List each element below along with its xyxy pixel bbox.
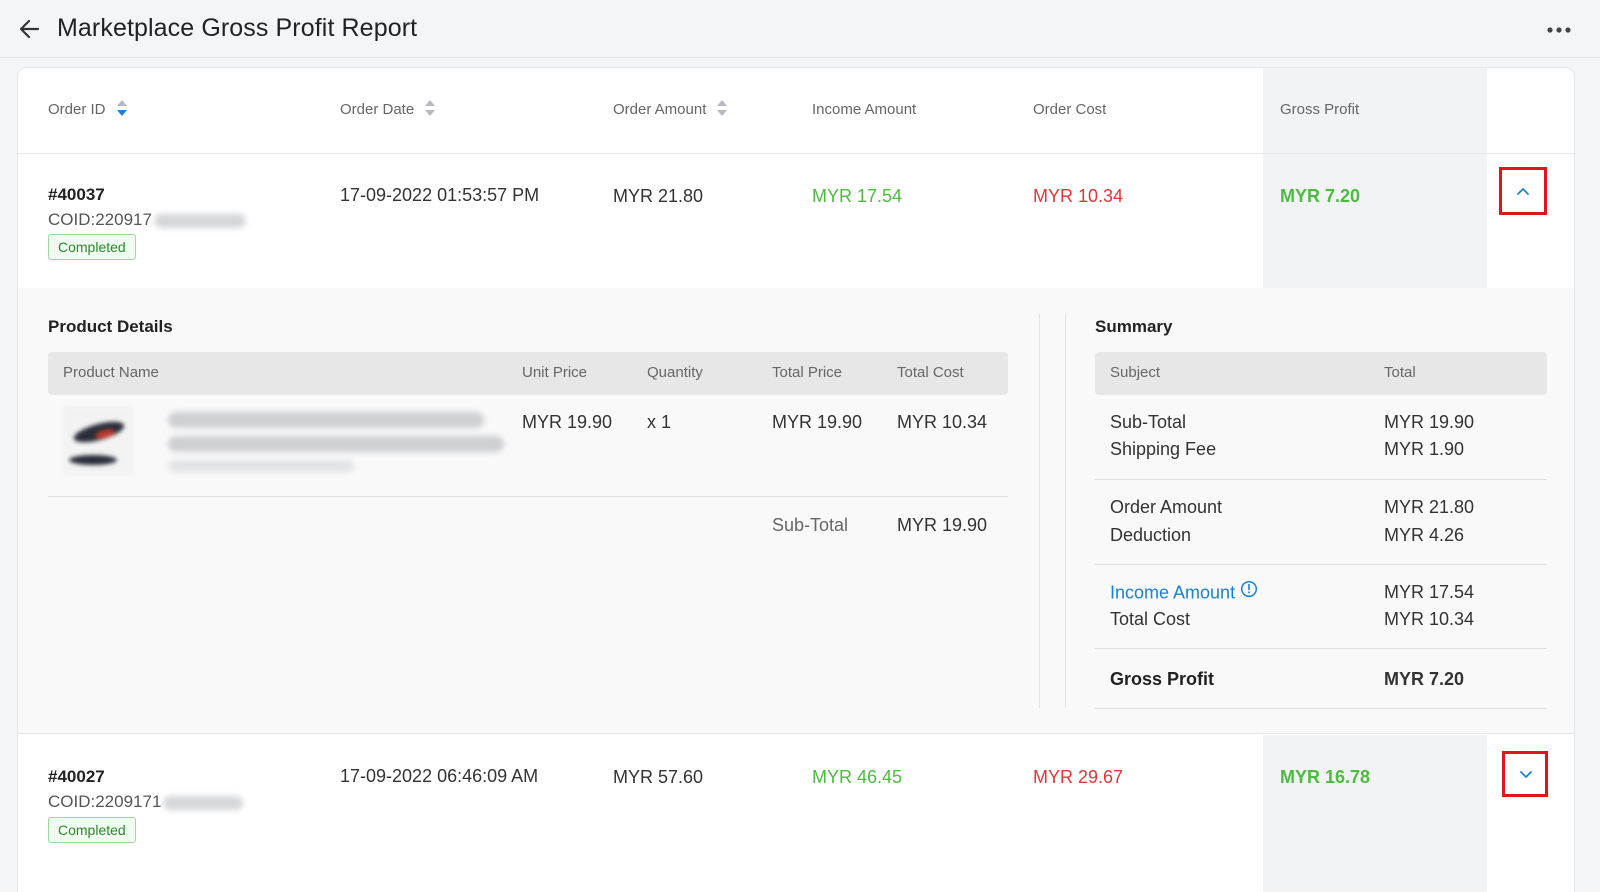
th-total: Total xyxy=(1384,364,1416,381)
info-icon[interactable] xyxy=(1240,580,1258,603)
shipping-fee-label: Shipping Fee xyxy=(1110,439,1217,459)
table-header: Order ID Order Date Order Amount Income … xyxy=(18,68,1574,154)
sort-icon[interactable] xyxy=(717,100,728,118)
status-badge: Completed xyxy=(48,817,136,843)
product-name-line2 xyxy=(168,436,504,452)
chevron-up-icon xyxy=(1517,188,1529,195)
back-arrow-icon[interactable] xyxy=(16,15,44,43)
summary-total-cost-label: Total Cost xyxy=(1110,609,1191,629)
divider xyxy=(1095,479,1547,480)
order-details-panel: Product Details Product Name Unit Price … xyxy=(18,288,1574,734)
summary-order-amount-value: MYR 21.80 xyxy=(1384,497,1475,517)
col-income-amount: Income Amount xyxy=(812,101,917,118)
income-amount-link[interactable]: Income Amount xyxy=(1110,580,1258,605)
gross-profit: MYR 7.20 xyxy=(1280,186,1361,206)
col-order-amount[interactable]: Order Amount xyxy=(613,100,728,119)
col-order-date[interactable]: Order Date xyxy=(340,100,436,119)
collapse-row-button[interactable] xyxy=(1499,167,1547,215)
order-date: 17-09-2022 01:53:57 PM xyxy=(340,185,540,205)
gross-profit-column-bg xyxy=(1263,68,1487,288)
th-product-name: Product Name xyxy=(63,364,159,381)
summary-table-header: Subject Total xyxy=(1095,352,1547,395)
sort-icon[interactable] xyxy=(116,100,127,118)
th-subject: Subject xyxy=(1110,364,1161,381)
top-bar: Marketplace Gross Profit Report xyxy=(0,0,1600,58)
order-cost: MYR 10.34 xyxy=(1033,186,1124,206)
deduction-value: MYR 4.26 xyxy=(1384,525,1465,545)
divider xyxy=(1095,648,1547,649)
product-details-title: Product Details xyxy=(48,317,173,336)
summary-title: Summary xyxy=(1095,317,1173,336)
subtotal-value: MYR 19.90 xyxy=(897,515,988,535)
product-name xyxy=(168,412,484,428)
order-coid: COID:2209171 xyxy=(48,792,244,812)
order-amount: MYR 57.60 xyxy=(613,767,704,787)
order-amount: MYR 21.80 xyxy=(613,186,704,206)
th-quantity: Quantity xyxy=(647,364,703,381)
total-price: MYR 19.90 xyxy=(772,412,863,432)
gross-profit-column-bg xyxy=(1263,735,1487,892)
th-unit-price: Unit Price xyxy=(522,364,588,381)
status-badge: Completed xyxy=(48,234,136,260)
sort-icon[interactable] xyxy=(425,100,436,118)
shipping-fee-value: MYR 1.90 xyxy=(1384,439,1465,459)
table-row: #40037 COID:220917 Completed 17-09-2022 … xyxy=(18,154,1574,288)
summary-gross-profit-value: MYR 7.20 xyxy=(1384,669,1465,689)
th-total-cost: Total Cost xyxy=(897,364,964,381)
page-title: Marketplace Gross Profit Report xyxy=(57,14,418,42)
total-cost: MYR 10.34 xyxy=(897,412,988,432)
order-coid: COID:220917 xyxy=(48,210,246,230)
summary-income-value: MYR 17.54 xyxy=(1384,582,1475,602)
summary-gross-profit-label: Gross Profit xyxy=(1110,669,1215,689)
divider xyxy=(1095,564,1547,565)
table-row: #40027 COID:2209171 Completed 17-09-2022… xyxy=(18,735,1574,892)
order-id: #40027 xyxy=(48,767,105,786)
subtotal-label: Sub-Total xyxy=(772,515,849,535)
summary-total-cost-value: MYR 10.34 xyxy=(1384,609,1475,629)
report-table-card: Order ID Order Date Order Amount Income … xyxy=(17,67,1575,892)
expand-row-button[interactable] xyxy=(1502,751,1548,797)
order-date: 17-09-2022 06:46:09 AM xyxy=(340,766,539,786)
panel-divider xyxy=(1039,314,1040,708)
panel-divider xyxy=(1065,314,1066,708)
product-sku xyxy=(168,460,354,472)
product-thumbnail xyxy=(63,406,133,476)
summary-subtotal-label: Sub-Total xyxy=(1110,412,1187,432)
divider xyxy=(1095,708,1547,709)
income-amount: MYR 46.45 xyxy=(812,767,903,787)
more-options-icon[interactable] xyxy=(1544,20,1574,40)
income-amount: MYR 17.54 xyxy=(812,186,903,206)
order-cost: MYR 29.67 xyxy=(1033,767,1124,787)
col-order-id[interactable]: Order ID xyxy=(48,100,127,119)
deduction-label: Deduction xyxy=(1110,525,1192,545)
summary-subtotal-value: MYR 19.90 xyxy=(1384,412,1475,432)
summary-order-amount-label: Order Amount xyxy=(1110,497,1223,517)
order-id: #40037 xyxy=(48,185,105,204)
quantity: x 1 xyxy=(647,412,672,432)
divider xyxy=(48,496,1008,497)
gross-profit: MYR 16.78 xyxy=(1280,767,1371,787)
chevron-down-icon xyxy=(1520,771,1532,778)
col-gross-profit: Gross Profit xyxy=(1280,101,1360,118)
product-table-header: Product Name Unit Price Quantity Total P… xyxy=(48,352,1008,395)
unit-price: MYR 19.90 xyxy=(522,412,613,432)
th-total-price: Total Price xyxy=(772,364,843,381)
col-order-cost: Order Cost xyxy=(1033,101,1107,118)
